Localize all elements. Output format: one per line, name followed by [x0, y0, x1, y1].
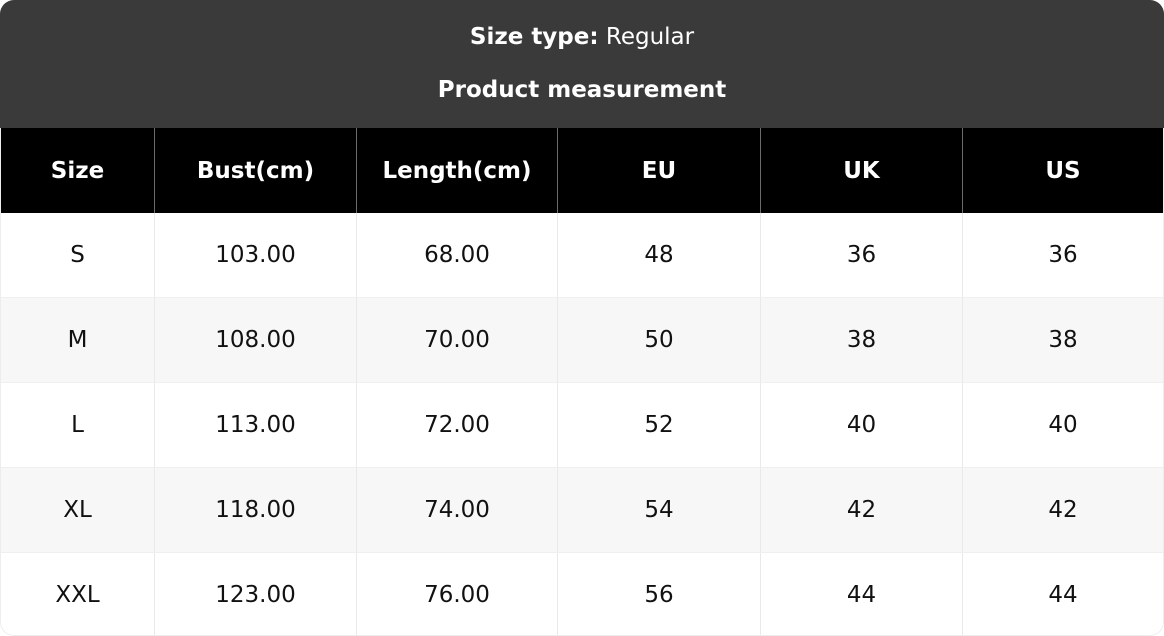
column-header-bust: Bust(cm) — [155, 128, 357, 213]
cell-us: 44 — [1048, 582, 1078, 608]
column-header-length: Length(cm) — [357, 128, 558, 213]
cell-uk: 44 — [761, 553, 963, 635]
table-row: XXL 123.00 76.00 56 44 44 — [1, 553, 1163, 635]
column-header-size: Size — [1, 128, 155, 213]
cell-eu: 50 — [558, 298, 761, 382]
cell-eu: 52 — [558, 383, 761, 467]
cell-size: XXL — [1, 553, 155, 635]
cell-length: 76.00 — [357, 553, 558, 635]
table-header-row: Size Bust(cm) Length(cm) EU UK US — [1, 128, 1163, 213]
cell-eu: 54 — [558, 468, 761, 552]
cell-size: L — [1, 383, 155, 467]
cell-eu: 48 — [558, 213, 761, 297]
size-type-value: Regular — [605, 24, 695, 51]
cell-uk: 38 — [761, 298, 963, 382]
column-header-uk: UK — [761, 128, 963, 213]
cell-uk: 42 — [761, 468, 963, 552]
cell-size: XL — [1, 468, 155, 552]
cell-eu: 56 — [558, 553, 761, 635]
column-header-us: US — [1045, 157, 1081, 184]
size-chart-banner: Size type: Regular Product measurement — [0, 0, 1164, 128]
cell-length: 74.00 — [357, 468, 558, 552]
table-row: M 108.00 70.00 50 38 38 — [1, 298, 1163, 383]
measurements-table: Size Bust(cm) Length(cm) EU UK US S 103.… — [0, 128, 1164, 636]
cell-us: 42 — [1048, 497, 1078, 523]
cell-us: 36 — [1048, 242, 1078, 268]
table-row: XL 118.00 74.00 54 42 42 — [1, 468, 1163, 553]
cell-size: M — [1, 298, 155, 382]
size-type-line: Size type: Regular — [470, 25, 694, 50]
product-measurement-title: Product measurement — [437, 76, 727, 103]
size-type-label: Size type: — [469, 24, 599, 51]
cell-bust: 113.00 — [155, 383, 357, 467]
cell-bust: 123.00 — [155, 553, 357, 635]
cell-length: 72.00 — [357, 383, 558, 467]
table-row: L 113.00 72.00 52 40 40 — [1, 383, 1163, 468]
cell-bust: 108.00 — [155, 298, 357, 382]
cell-us: 40 — [1048, 412, 1078, 438]
cell-us: 38 — [1048, 327, 1078, 353]
cell-size: S — [1, 213, 155, 297]
column-header-eu: EU — [558, 128, 761, 213]
cell-uk: 40 — [761, 383, 963, 467]
cell-uk: 36 — [761, 213, 963, 297]
cell-bust: 118.00 — [155, 468, 357, 552]
cell-bust: 103.00 — [155, 213, 357, 297]
cell-length: 70.00 — [357, 298, 558, 382]
cell-length: 68.00 — [357, 213, 558, 297]
table-row: S 103.00 68.00 48 36 36 — [1, 213, 1163, 298]
